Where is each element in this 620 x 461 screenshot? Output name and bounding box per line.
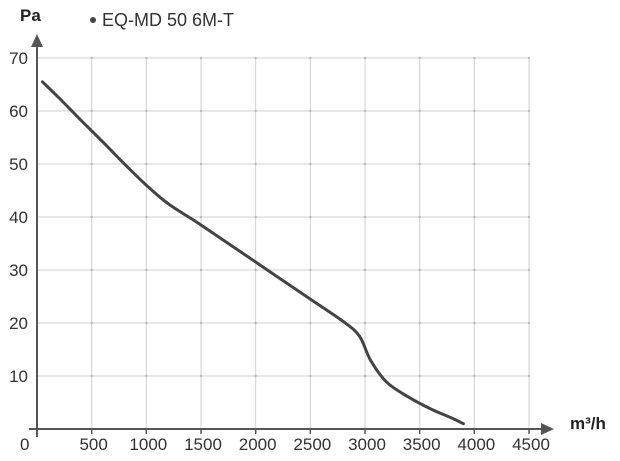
grid-intersection-dot xyxy=(145,215,148,219)
x-axis-arrow xyxy=(541,423,554,435)
grid-intersection-dot xyxy=(363,374,367,378)
grid-intersection-dot xyxy=(199,268,203,272)
grid-intersection-dot xyxy=(473,268,476,272)
x-tick-label: 2500 xyxy=(293,435,331,454)
grid-intersection-dot xyxy=(363,268,367,272)
grid-intersection-dot xyxy=(254,374,257,378)
grid-intersection-dot xyxy=(527,374,531,378)
grid-intersection-dot xyxy=(527,268,531,272)
grid-intersection-dot xyxy=(527,162,531,166)
y-tick-label: 10 xyxy=(9,367,28,386)
grid-intersection-dot xyxy=(254,321,257,325)
grid-intersection-dot xyxy=(90,109,93,113)
grid-intersection-dot xyxy=(309,109,312,113)
legend-marker xyxy=(90,17,96,23)
grid-intersection-dot xyxy=(418,215,421,219)
x-tick-label: 3500 xyxy=(403,435,441,454)
y-tick-label: 70 xyxy=(9,49,28,68)
grid-intersection-dot xyxy=(199,374,203,378)
x-tick-label: 2000 xyxy=(239,435,277,454)
x-tick-label: 1500 xyxy=(184,435,222,454)
axes xyxy=(29,34,554,437)
origin-label: 0 xyxy=(20,435,29,454)
grid-intersection-dot xyxy=(90,215,93,219)
grid-intersection-dot xyxy=(145,162,148,166)
grid-intersection-dot xyxy=(254,268,257,272)
grid-intersection-dot xyxy=(418,56,421,60)
grid-intersection-dot xyxy=(199,109,203,113)
y-axis-arrow xyxy=(31,34,43,47)
y-tick-label: 30 xyxy=(9,261,28,280)
y-tick-label: 40 xyxy=(9,208,28,227)
grid-intersection-dot xyxy=(527,215,531,219)
grid-intersection-dot xyxy=(145,268,148,272)
x-tick-label: 4500 xyxy=(512,435,550,454)
x-tick-label: 1000 xyxy=(129,435,167,454)
series-layer xyxy=(40,80,465,426)
grid-intersection-dot xyxy=(309,215,312,219)
grid-intersection-dot xyxy=(418,162,421,166)
x-axis-label: m³/h xyxy=(570,414,606,433)
grid-intersection-dot xyxy=(145,109,148,113)
grid xyxy=(37,56,531,429)
grid-intersection-dot xyxy=(309,56,312,60)
grid-intersection-dot xyxy=(473,56,476,60)
grid-intersection-dot xyxy=(199,56,203,60)
grid-intersection-dot xyxy=(418,109,421,113)
grid-intersection-dot xyxy=(363,321,367,325)
x-tick-labels: 500 1000 1500 2000 2500 3000 3500 4000 4500 xyxy=(79,435,549,454)
grid-intersection-dot xyxy=(309,321,312,325)
grid-intersection-dot xyxy=(418,374,421,378)
grid-intersection-dot xyxy=(363,109,367,113)
grid-intersection-dot xyxy=(145,321,148,325)
grid-intersection-dot xyxy=(199,215,203,219)
grid-intersection-dot xyxy=(473,321,476,325)
x-tick-label: 500 xyxy=(79,435,107,454)
grid-intersection-dot xyxy=(363,215,367,219)
grid-intersection-dot xyxy=(145,56,148,60)
grid-intersection-dot xyxy=(199,321,203,325)
y-tick-labels: 10 20 30 40 50 60 70 xyxy=(9,49,28,386)
grid-intersection-dot xyxy=(309,374,312,378)
legend: EQ-MD 50 6M-T xyxy=(90,10,234,30)
x-tick-label: 4000 xyxy=(457,435,495,454)
grid-intersection-dot xyxy=(527,109,531,113)
grid-intersection-dot xyxy=(254,56,257,60)
grid-intersection-dot xyxy=(90,321,93,325)
grid-intersection-dot xyxy=(309,162,312,166)
grid-intersection-dot xyxy=(254,215,257,219)
y-tick-label: 60 xyxy=(9,102,28,121)
grid-intersection-dot xyxy=(254,162,257,166)
grid-intersection-dot xyxy=(90,162,93,166)
grid-intersection-dot xyxy=(473,215,476,219)
y-tick-label: 20 xyxy=(9,314,28,333)
y-tick-label: 50 xyxy=(9,155,28,174)
grid-intersection-dot xyxy=(90,268,93,272)
grid-intersection-dot xyxy=(473,162,476,166)
grid-intersection-dot xyxy=(363,56,367,60)
grid-intersection-dot xyxy=(90,374,93,378)
x-tick-label: 3000 xyxy=(348,435,386,454)
grid-intersection-dot xyxy=(527,56,531,60)
legend-label: EQ-MD 50 6M-T xyxy=(102,10,234,30)
grid-intersection-dot xyxy=(418,268,421,272)
grid-intersection-dot xyxy=(199,162,203,166)
grid-intersection-dot xyxy=(145,374,148,378)
grid-intersection-dot xyxy=(527,321,531,325)
grid-intersection-dot xyxy=(254,109,257,113)
grid-intersection-dot xyxy=(473,109,476,113)
grid-intersection-dot xyxy=(90,56,93,60)
grid-intersection-dot xyxy=(418,321,421,325)
y-axis-label: Pa xyxy=(20,6,41,25)
series-line xyxy=(40,80,465,426)
grid-intersection-dot xyxy=(363,162,367,166)
grid-intersection-dot xyxy=(309,268,312,272)
grid-intersection-dot xyxy=(473,374,476,378)
